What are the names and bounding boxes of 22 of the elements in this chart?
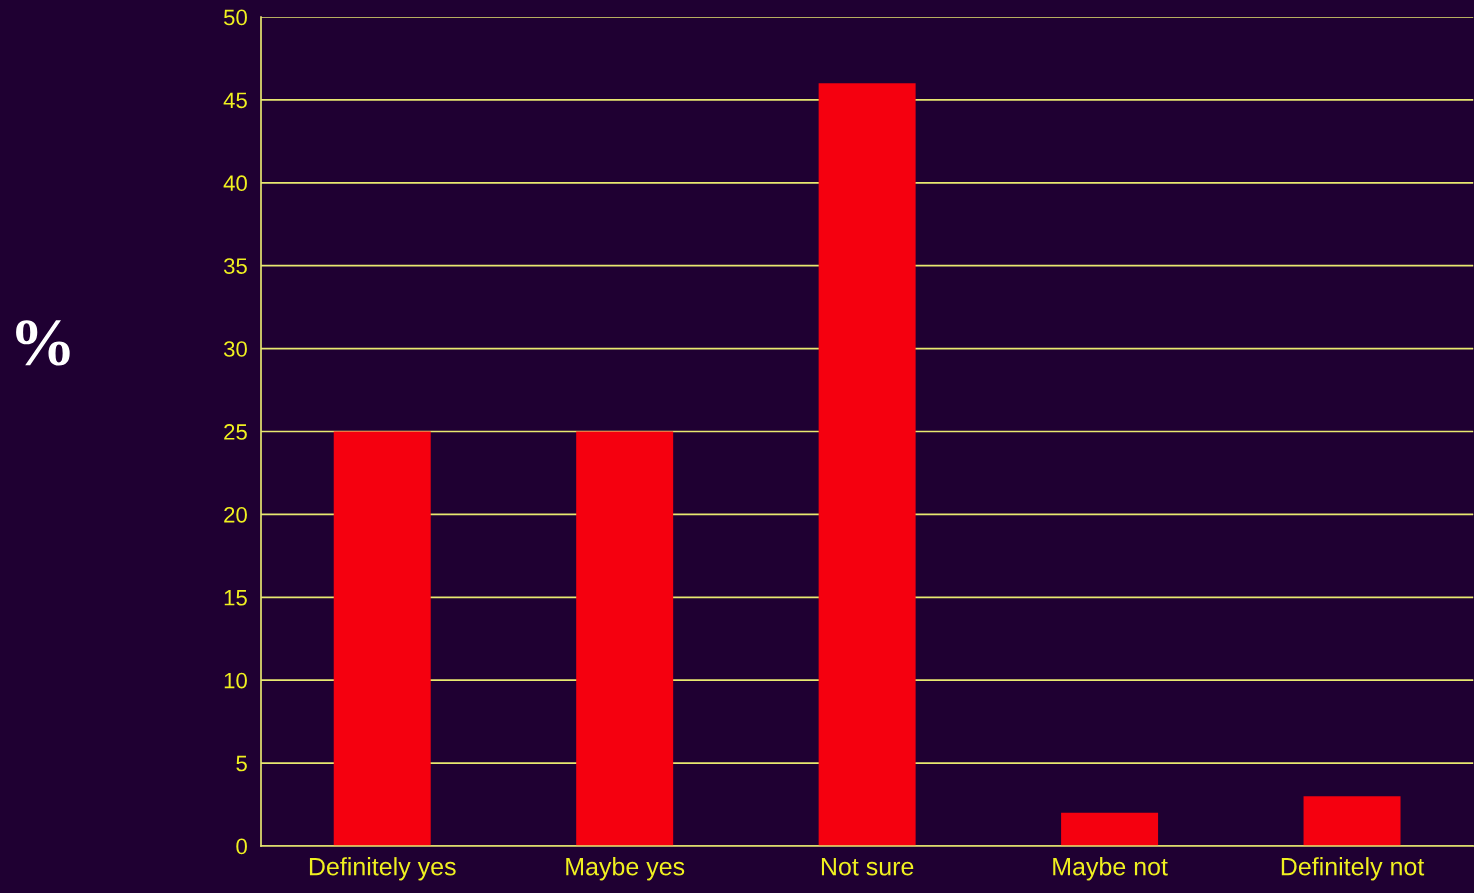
bar [576, 431, 674, 846]
bar [1303, 796, 1401, 846]
y-tick-label: 10 [224, 672, 247, 689]
y-tick-label: 45 [223, 92, 247, 109]
x-tick-label: Not sure [821, 858, 914, 876]
x-tick-label: Maybe yes [566, 857, 685, 881]
y-tick-label: 25 [224, 424, 247, 440]
x-tick-label: Definitely not [1281, 857, 1425, 881]
y-axis-title: % [16, 320, 70, 366]
x-tick-label: Maybe not [1053, 857, 1168, 881]
bar [333, 431, 431, 846]
y-tick-label: 30 [223, 341, 247, 357]
y-tick-label: 15 [224, 590, 247, 606]
y-tick-label: 5 [236, 755, 247, 772]
bar [1061, 812, 1159, 846]
bar [818, 83, 916, 846]
y-tick-label: 50 [223, 9, 247, 26]
y-tick-label: 40 [223, 175, 247, 192]
y-tick-label: 0 [236, 838, 247, 855]
y-tick-label: 20 [224, 506, 247, 523]
y-tick-label: 35 [223, 258, 247, 274]
x-tick-label: Definitely yes [309, 857, 456, 881]
